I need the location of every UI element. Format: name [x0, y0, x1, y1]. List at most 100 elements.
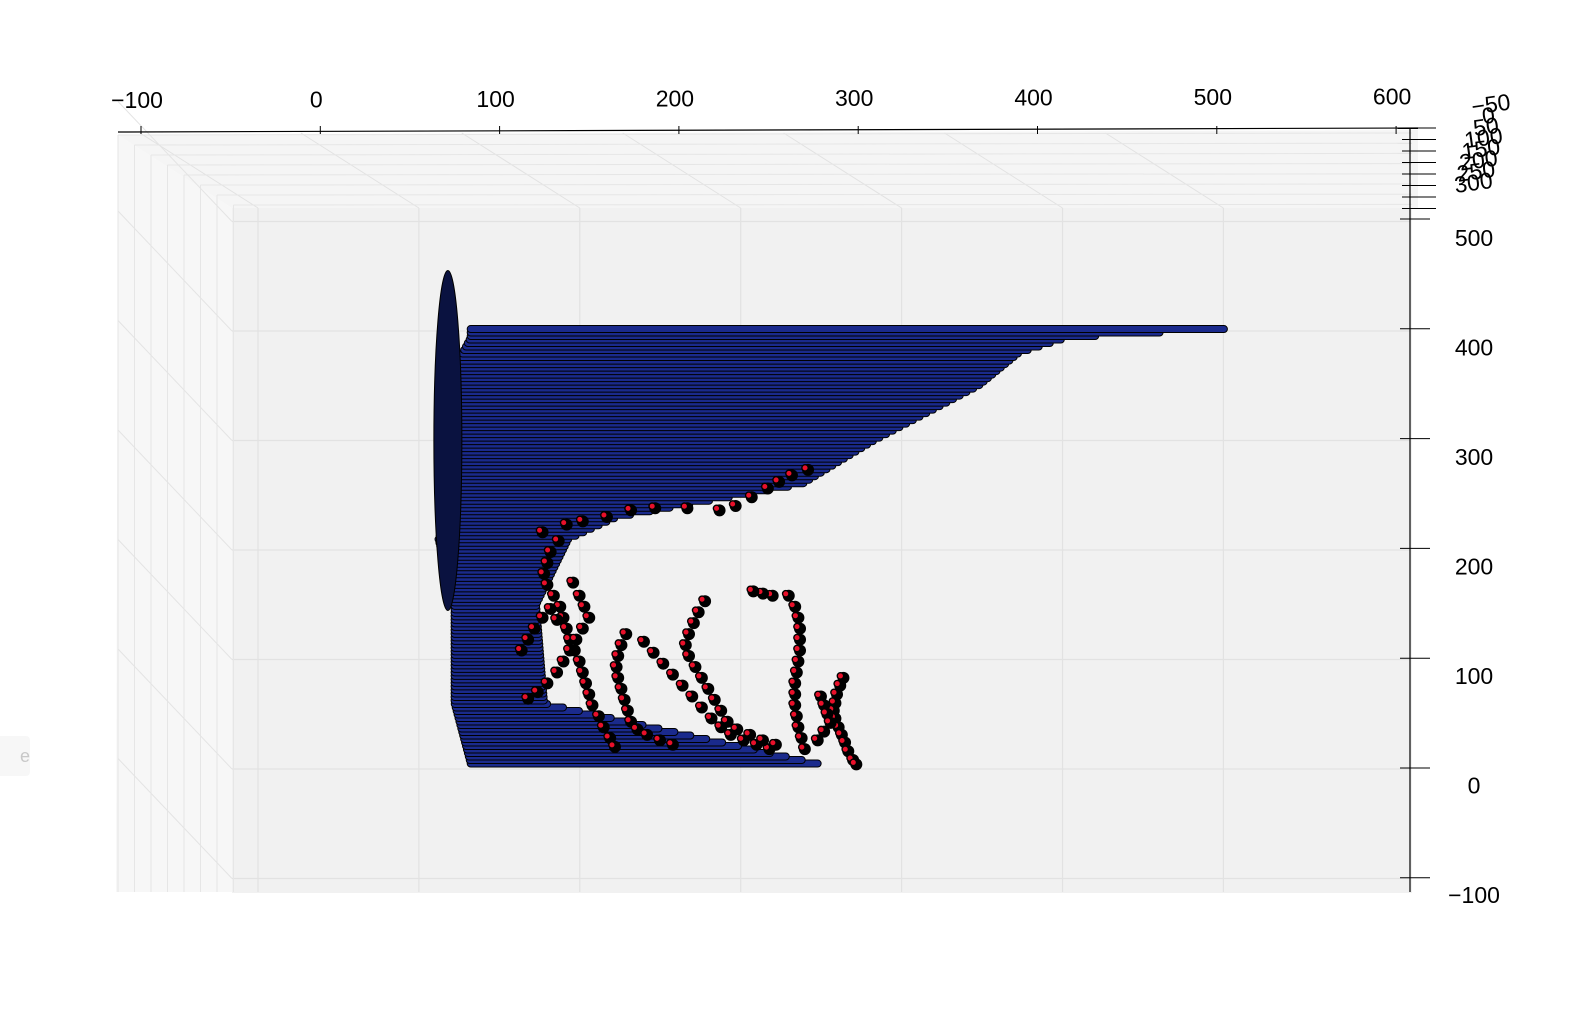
red-point [620, 704, 629, 713]
red-point [603, 732, 612, 741]
y-tick-label: 300 [1455, 444, 1493, 470]
red-point [788, 600, 797, 609]
red-point [535, 526, 544, 535]
red-point [680, 502, 689, 511]
red-point [781, 589, 790, 598]
red-point [788, 677, 797, 686]
y-tick-label: 500 [1455, 225, 1493, 251]
red-point [730, 723, 739, 732]
grid-line-left [117, 210, 233, 332]
grid-line-left [117, 539, 233, 660]
red-point [666, 738, 674, 747]
red-point [723, 728, 732, 737]
x-tick-label: −100 [111, 87, 163, 113]
x-tick-label: 600 [1373, 84, 1411, 110]
red-point [841, 745, 850, 754]
grid-line-depth-top [134, 142, 1413, 146]
red-point [535, 611, 544, 620]
red-point [579, 677, 587, 686]
red-point [640, 728, 649, 737]
red-point [537, 568, 546, 576]
red-point [701, 682, 710, 691]
grid-line-left [117, 429, 233, 551]
top-wall [118, 130, 1418, 210]
red-point [744, 491, 753, 500]
red-point [691, 606, 700, 615]
red-point [820, 708, 829, 716]
red-point [575, 666, 584, 675]
red-point [624, 504, 632, 513]
red-point [788, 699, 797, 708]
red-point [789, 666, 798, 675]
y-tick-label: 0 [1468, 773, 1481, 799]
grid-line-top [1105, 132, 1224, 209]
red-point [756, 734, 764, 743]
red-point [572, 589, 581, 598]
red-point [817, 725, 826, 734]
grid-line-left [117, 758, 233, 879]
x-tick-label: 400 [1014, 85, 1052, 111]
red-point [743, 728, 752, 737]
z-tick-label: 200 [1458, 145, 1500, 176]
red-point [550, 613, 558, 622]
red-point [551, 535, 560, 543]
red-point [572, 655, 581, 664]
tick-labels: −100 0 100 200 300 400 500 6005004003002001000−… [111, 84, 1512, 909]
red-point [582, 688, 591, 697]
red-point [637, 635, 645, 644]
y-tick-label: 400 [1455, 335, 1493, 361]
red-point [760, 482, 769, 491]
x-tick-label: 500 [1194, 84, 1232, 110]
red-point [596, 721, 605, 730]
red-point [785, 469, 793, 478]
red-point [566, 576, 575, 585]
z-tick-label: 100 [1463, 122, 1505, 153]
red-point [707, 693, 716, 702]
red-point [833, 679, 842, 688]
red-point [789, 710, 798, 719]
red-point [714, 704, 723, 713]
grid-line-top [944, 132, 1063, 209]
red-point [791, 611, 800, 620]
side-tab[interactable]: e [0, 736, 30, 776]
red-point [575, 622, 584, 631]
red-point [559, 518, 568, 527]
red-point [624, 715, 632, 724]
red-point [521, 692, 529, 701]
red-point [530, 686, 539, 695]
red-point [656, 657, 665, 666]
red-point [540, 557, 549, 565]
red-point [720, 715, 729, 724]
red-point [630, 723, 639, 732]
red-point [834, 728, 843, 737]
z-tick-label: −50 [1470, 88, 1512, 119]
red-point [694, 672, 703, 680]
z-tick-label: 50 [1471, 112, 1500, 141]
red-point [546, 589, 555, 598]
red-point [838, 736, 846, 745]
x-tick-label: 300 [835, 85, 873, 111]
red-series [514, 463, 863, 771]
red-point [648, 502, 657, 511]
red-point [540, 677, 549, 686]
red-point [836, 672, 845, 680]
red-point [543, 603, 552, 611]
grid-line-top [622, 132, 741, 209]
red-point [791, 655, 800, 664]
red-point [714, 721, 723, 730]
x-tick-label: 200 [656, 86, 694, 112]
grid-line-left [117, 648, 233, 770]
red-point [543, 546, 552, 554]
red-point [817, 699, 826, 708]
red-point [550, 666, 558, 675]
red-point [801, 463, 809, 472]
red-point [675, 679, 684, 688]
grid-line-left [117, 101, 233, 222]
red-point [746, 585, 755, 594]
left-wall [116, 135, 235, 892]
red-point [646, 646, 655, 655]
red-point [686, 617, 695, 626]
blue-rod [433, 270, 463, 611]
x-axis-line [117, 127, 1419, 133]
